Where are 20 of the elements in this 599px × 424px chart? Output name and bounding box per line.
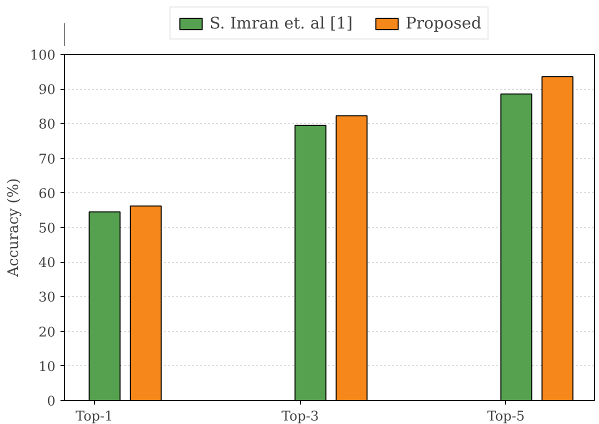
y-tick-label: 100 <box>30 48 56 64</box>
y-tick-label: 20 <box>38 325 56 340</box>
x-tick-label: Top-5 <box>487 410 525 424</box>
bar <box>542 76 574 400</box>
legend-label: S. Imran et. al [1] <box>210 14 353 32</box>
y-tick-label: 0 <box>47 394 56 410</box>
y-tick-label: 50 <box>38 222 56 236</box>
legend-label: Proposed <box>406 14 482 32</box>
x-tick-label: Top-3 <box>281 410 319 424</box>
y-tick-label: 40 <box>38 256 56 272</box>
y-tick-label: 90 <box>38 83 56 98</box>
bar <box>336 115 368 400</box>
bar <box>130 206 162 400</box>
y-tick-label: 10 <box>38 360 56 375</box>
y-axis-title: Accuracy (%) <box>5 178 22 278</box>
y-tick-label: 60 <box>38 186 56 202</box>
x-tick-label: Top-1 <box>76 410 114 424</box>
y-tick-label: 70 <box>38 152 56 168</box>
y-tick-label: 80 <box>38 118 56 133</box>
y-tick-label: 30 <box>38 290 56 306</box>
